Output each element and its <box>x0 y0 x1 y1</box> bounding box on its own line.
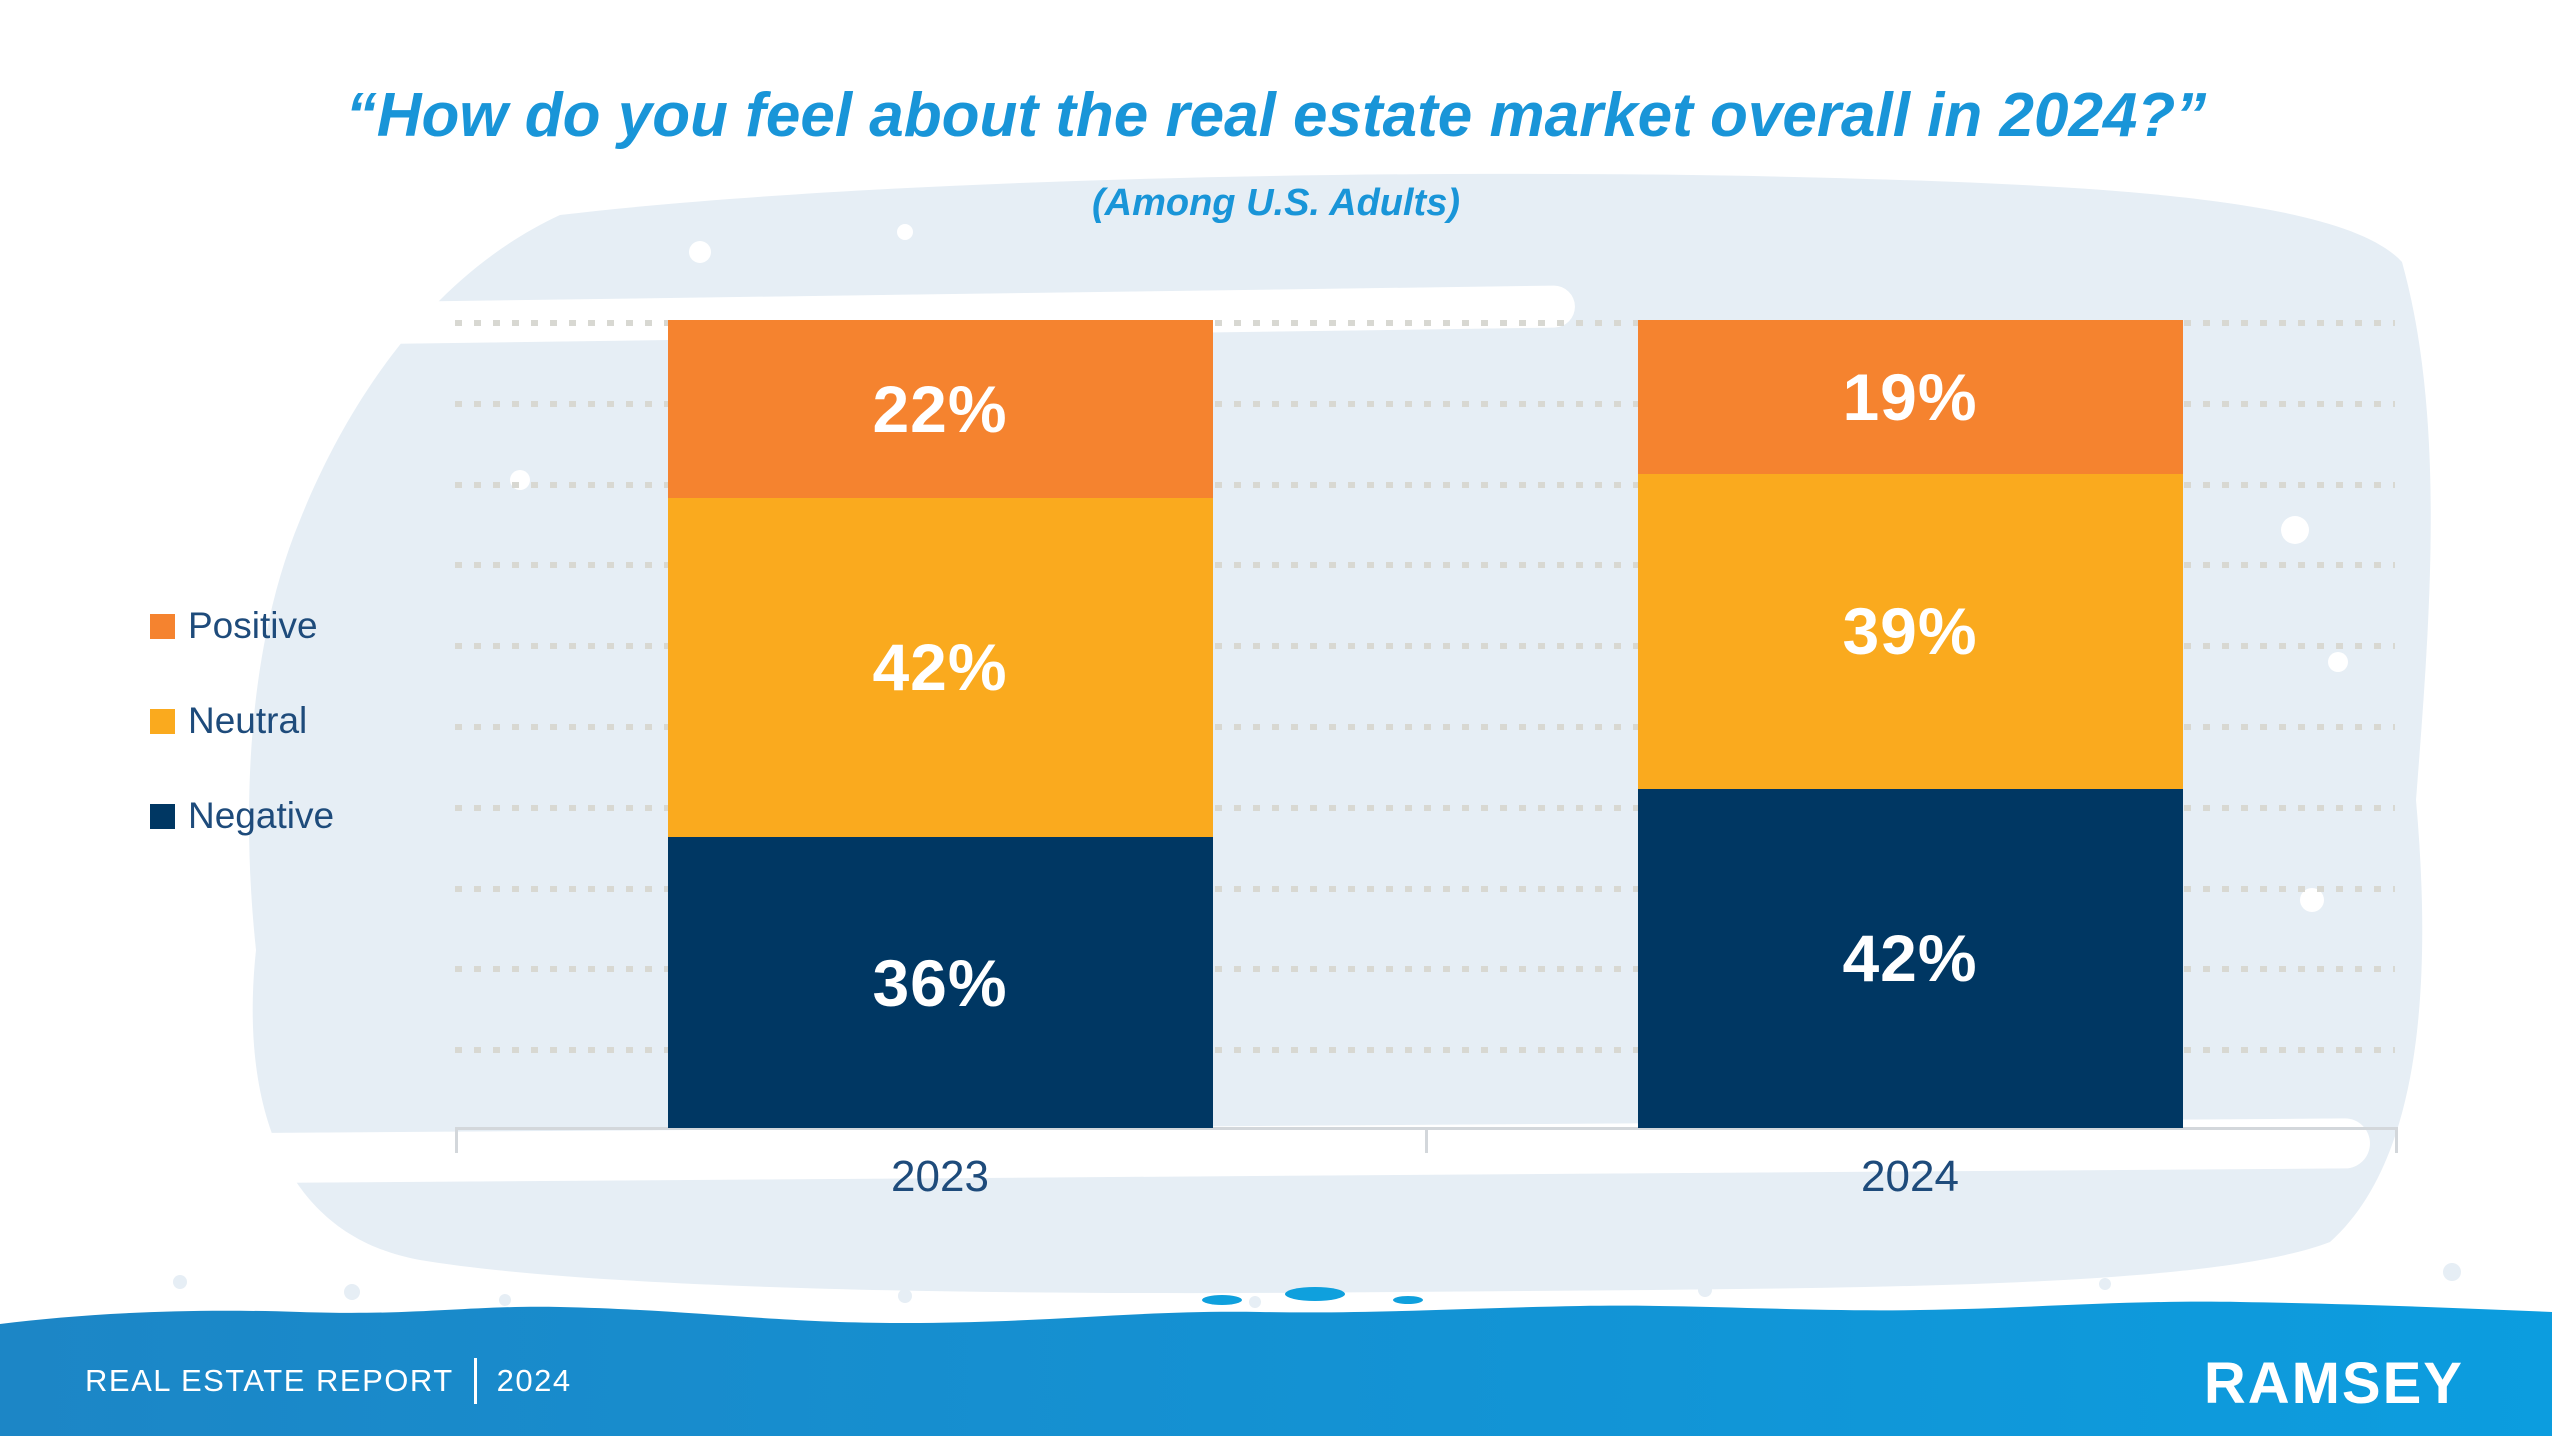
legend-label: Positive <box>188 605 318 646</box>
bar-segment-negative-2023: 36% <box>667 837 1213 1128</box>
legend-item-positive: Positive <box>150 602 334 650</box>
bar-2024: 19% 39% 42% <box>1637 320 2183 1128</box>
legend-swatch-neutral <box>150 708 175 734</box>
axis-tick <box>2395 1127 2398 1153</box>
gridline <box>455 724 2395 730</box>
segment-value-label: 42% <box>1842 921 1978 996</box>
gridline <box>455 401 2395 407</box>
footer-divider <box>473 1358 477 1404</box>
legend-swatch-positive <box>150 613 175 639</box>
bar-2023: 22% 42% 36% <box>667 320 1213 1128</box>
gridline <box>455 320 2395 326</box>
gridline <box>455 562 2395 568</box>
legend-swatch-negative <box>150 803 175 829</box>
footer-report-label-group: REAL ESTATE REPORT 2024 <box>85 1358 572 1404</box>
axis-tick <box>1425 1127 1428 1153</box>
gridline <box>455 886 2395 892</box>
legend: Positive Neutral Negative <box>150 602 334 840</box>
segment-value-label: 36% <box>872 945 1008 1020</box>
legend-label: Neutral <box>188 700 308 741</box>
bar-segment-negative-2024: 42% <box>1637 788 2183 1128</box>
gridline <box>455 966 2395 972</box>
legend-item-neutral: Neutral <box>150 697 334 745</box>
segment-value-label: 22% <box>872 371 1008 446</box>
segment-value-label: 39% <box>1842 594 1978 669</box>
segment-value-label: 19% <box>1842 359 1978 434</box>
axis-tick <box>455 1127 458 1153</box>
report-label: REAL ESTATE REPORT <box>85 1363 454 1398</box>
segment-value-label: 42% <box>872 630 1008 705</box>
legend-label: Negative <box>188 795 335 836</box>
bar-segment-neutral-2023: 42% <box>667 497 1213 838</box>
gridline <box>455 482 2395 488</box>
legend-item-negative: Negative <box>150 792 334 840</box>
category-label-2024: 2024 <box>1861 1152 1959 1201</box>
ramsey-logo: RAMSEY <box>2203 1351 2464 1416</box>
gridline <box>455 1047 2395 1053</box>
chart-title: “How do you feel about the real estate m… <box>345 81 2207 150</box>
bar-segment-positive-2024: 19% <box>1637 320 2183 474</box>
report-year: 2024 <box>496 1363 572 1398</box>
gridline <box>455 805 2395 811</box>
bar-segment-neutral-2024: 39% <box>1637 473 2183 789</box>
bar-segment-positive-2023: 22% <box>667 320 1213 498</box>
gridline <box>455 643 2395 649</box>
category-label-2023: 2023 <box>891 1152 989 1201</box>
chart-subtitle: (Among U.S. Adults) <box>1092 182 1460 224</box>
